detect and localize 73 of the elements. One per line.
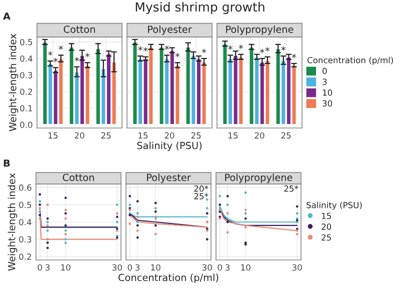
- data-label: *: [238, 44, 244, 50]
- x-tick-label: 20: [164, 132, 174, 139]
- chart-title: Polypropylene: [225, 174, 292, 184]
- data-label: *: [58, 45, 64, 50]
- x-tick-label: 0: [218, 264, 222, 271]
- x-tick-label: 10: [151, 264, 160, 271]
- chart-title: Cotton: [64, 26, 95, 33]
- x-axis-title: Salinity (PSU): [137, 142, 202, 152]
- legend-title: Salinity (PSU): [306, 202, 362, 210]
- data-label: *: [228, 45, 232, 50]
- x-tick-label: 3: [226, 264, 230, 271]
- data-label: *: [265, 47, 270, 52]
- legend-label: 20: [322, 224, 332, 230]
- y-tick-label: 0.3: [20, 72, 32, 78]
- y-axis-title: Weight-length index: [8, 173, 18, 271]
- data-label: *: [48, 51, 52, 56]
- y-tick-label: 0.3: [19, 236, 32, 243]
- data-label: *: [292, 54, 296, 58]
- y-tick-label: 0.5: [19, 202, 32, 208]
- y-tick-label: 0.2: [20, 88, 32, 95]
- data-label: *: [53, 58, 58, 62]
- y-tick-label: 0.2: [19, 254, 31, 260]
- x-tick-label: 3: [136, 264, 140, 271]
- annotation: 20*: [194, 185, 208, 192]
- legend-label: 15: [322, 212, 331, 220]
- x-tick-label: 15: [138, 132, 148, 139]
- text: Mysid shrimp growth: [136, 2, 264, 14]
- x-tick-label: 0: [38, 264, 42, 271]
- data-label: *: [281, 46, 286, 51]
- x-tick-label: 30: [292, 264, 302, 271]
- text: B: [4, 160, 10, 167]
- x-tick-label: 15: [228, 132, 238, 139]
- text: A: [3, 12, 10, 20]
- legend-label: 25: [322, 234, 331, 241]
- x-tick-label: 20: [254, 132, 264, 139]
- data-label: *: [143, 47, 148, 52]
- y-tick-label: 0.4: [20, 55, 32, 62]
- data-label: *: [260, 48, 264, 54]
- x-tick-label: 10: [61, 264, 70, 271]
- x-tick-label: 20: [74, 132, 84, 139]
- x-tick-label: 25: [191, 132, 201, 139]
- chart-title: Polypropylene: [226, 25, 294, 35]
- annotation: 25*: [284, 185, 298, 192]
- chart-title: Cotton: [62, 174, 94, 182]
- data-label: *: [202, 48, 206, 54]
- x-tick-label: 10: [241, 264, 250, 271]
- x-axis-title: Concentration (p/ml): [118, 274, 218, 284]
- x-tick-label: 0: [128, 264, 132, 271]
- x-tick-label: 25: [281, 132, 291, 139]
- legend-label: 3: [322, 78, 327, 85]
- legend-label: 0: [322, 68, 327, 74]
- y-tick-label: 0.6: [19, 184, 32, 191]
- data-label: *: [175, 52, 180, 58]
- y-axis-title: Weight-length index: [8, 34, 18, 132]
- data-label: *: [138, 46, 142, 51]
- x-tick-label: 30: [202, 264, 212, 271]
- x-tick-label: 15: [48, 132, 58, 139]
- x-tick-label: 3: [46, 264, 50, 271]
- y-tick-label: 0.4: [19, 218, 32, 226]
- legend-label: 10: [322, 89, 332, 96]
- data-label: *: [164, 45, 169, 50]
- x-tick-label: 30: [112, 264, 122, 271]
- legend-title: Concentration (p/ml): [308, 56, 393, 65]
- chart-title: Polyester: [147, 174, 191, 184]
- y-tick-label: 0.1: [20, 105, 32, 112]
- legend-label: 30: [322, 100, 332, 107]
- data-label: *: [74, 57, 79, 62]
- x-tick-label: 25: [101, 132, 111, 139]
- annotation: 25*: [194, 193, 208, 200]
- y-tick-label: 0.0: [20, 122, 32, 128]
- chart-title: Polyester: [148, 25, 192, 35]
- y-tick-label: 0.5: [20, 38, 32, 46]
- data-label: *: [85, 52, 90, 58]
